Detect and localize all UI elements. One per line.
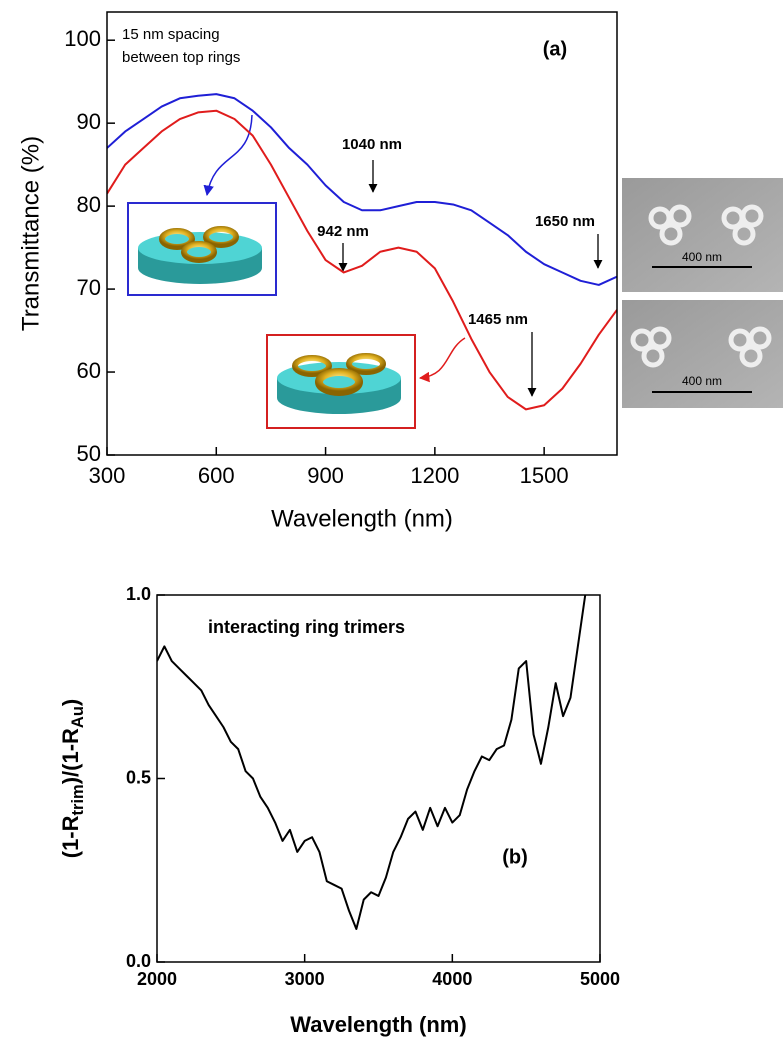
x-tick-label: 1200 <box>410 463 459 488</box>
inset-blue <box>127 202 277 296</box>
y-axis-label-part: )/(1-R <box>58 728 83 784</box>
x-axis-label: Wavelength (nm) <box>290 1012 466 1037</box>
plot-frame <box>156 594 601 963</box>
y-axis-label-part: ) <box>58 699 83 706</box>
data-line <box>157 595 587 930</box>
y-axis-label-part: trim <box>69 784 87 815</box>
y-tick-label: 1.0 <box>126 584 151 604</box>
annotation: (b) <box>502 846 528 868</box>
x-tick-label: 5000 <box>580 969 620 989</box>
scale-bar-label: 400 nm <box>682 374 722 388</box>
x-tick-label: 900 <box>307 463 344 488</box>
inset-arrow <box>418 337 466 383</box>
annotation: between top rings <box>122 49 240 66</box>
annotation: 1465 nm <box>468 311 528 328</box>
annotation: 1650 nm <box>535 213 595 230</box>
x-tick-label: 600 <box>198 463 235 488</box>
x-tick-label: 2000 <box>137 969 177 989</box>
y-tick-label: 50 <box>77 441 101 466</box>
y-axis-label-part: Au <box>69 706 87 728</box>
y-axis-label: Transmittance (%) <box>17 136 44 331</box>
plot-frame <box>106 11 618 456</box>
y-tick-label: 90 <box>77 109 101 134</box>
x-axis-label: Wavelength (nm) <box>271 505 453 532</box>
annotation: interacting ring trimers <box>208 617 405 637</box>
y-tick-label: 60 <box>77 358 101 383</box>
annotation: (a) <box>543 38 567 60</box>
y-axis-label-part: (1-R <box>58 815 83 858</box>
y-tick-label: 70 <box>77 275 101 300</box>
sem-image <box>622 178 783 408</box>
y-tick-label: 0.5 <box>126 767 151 787</box>
x-tick-label: 4000 <box>432 969 472 989</box>
annotation-arrow <box>338 160 603 397</box>
scale-bar-label: 400 nm <box>682 250 722 264</box>
y-tick-label: 80 <box>77 192 101 217</box>
x-tick-label: 1500 <box>520 463 569 488</box>
inset-arrow <box>203 114 253 197</box>
y-tick-label: 0.0 <box>126 951 151 971</box>
y-tick-label: 100 <box>64 26 101 51</box>
inset-red <box>266 334 416 429</box>
x-tick-label: 3000 <box>285 969 325 989</box>
annotation: 15 nm spacing <box>122 26 220 43</box>
data-line <box>107 93 617 286</box>
x-tick-label: 300 <box>89 463 126 488</box>
annotation: 1040 nm <box>342 136 402 153</box>
y-axis-label: (1-Rtrim)/(1-RAu) <box>58 699 88 859</box>
annotation: 942 nm <box>317 223 369 240</box>
data-line <box>107 109 617 411</box>
